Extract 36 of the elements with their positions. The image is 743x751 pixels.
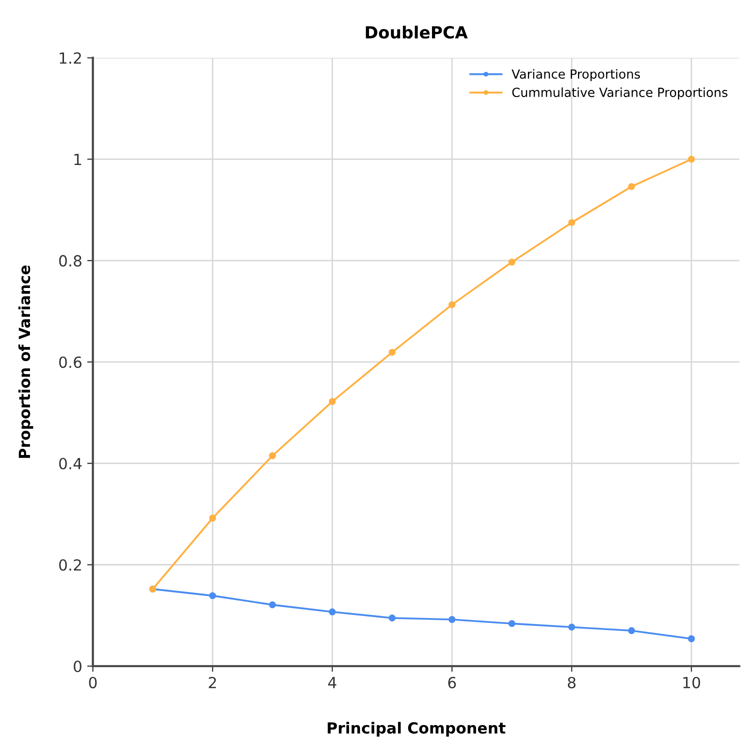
- point: [568, 624, 576, 631]
- y-tick-label: 0.4: [59, 458, 82, 470]
- point: [328, 398, 336, 405]
- point: [209, 514, 216, 522]
- y-tick-label: 0.6: [59, 356, 82, 368]
- x-tick-label: 10: [683, 676, 700, 688]
- y-tick-label: 1: [74, 154, 82, 166]
- x-tick-label: 4: [328, 677, 336, 688]
- point: [448, 616, 456, 623]
- point: [688, 156, 695, 163]
- point: [268, 601, 276, 608]
- chart-title: DoublePCA: [366, 26, 468, 39]
- y-tick-label: 0.8: [59, 255, 82, 267]
- legend-label: Variance Proportions: [512, 69, 640, 82]
- point: [209, 592, 216, 600]
- point: [388, 614, 396, 622]
- point: [268, 452, 276, 460]
- point: [508, 620, 516, 628]
- y-tick-label: 1.2: [60, 52, 81, 64]
- point: [448, 301, 456, 308]
- point: [628, 627, 636, 634]
- x-tick-label: 6: [448, 676, 456, 688]
- y-tick-label: 0.2: [59, 559, 81, 571]
- point: [328, 608, 336, 616]
- legend-label: Cummulative Variance Proportions: [512, 87, 728, 100]
- x-tick-label: 2: [208, 676, 216, 688]
- x-tick-label: 0: [89, 676, 97, 688]
- y-tick-label: 0: [74, 660, 82, 672]
- point: [688, 635, 695, 642]
- point: [388, 348, 396, 356]
- x-axis-title: Principal Component: [328, 722, 506, 737]
- point: [568, 219, 576, 226]
- point: [508, 258, 516, 266]
- x-tick-label: 8: [568, 676, 576, 688]
- point: [628, 183, 636, 190]
- y-axis-title: Proportion of Variance: [18, 265, 34, 458]
